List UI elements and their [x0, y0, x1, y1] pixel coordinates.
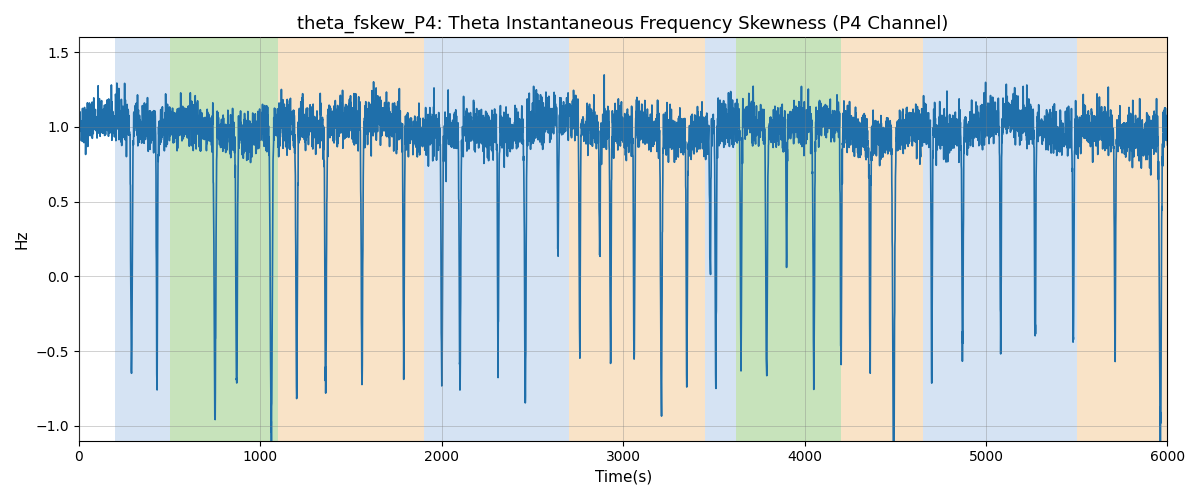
Bar	[736, 38, 841, 440]
Bar	[569, 38, 704, 440]
Bar	[278, 38, 424, 440]
Bar	[923, 38, 1076, 440]
Bar	[169, 38, 278, 440]
Bar	[115, 38, 169, 440]
Title: theta_fskew_P4: Theta Instantaneous Frequency Skewness (P4 Channel): theta_fskew_P4: Theta Instantaneous Freq…	[298, 15, 949, 34]
Bar	[841, 38, 923, 440]
X-axis label: Time(s): Time(s)	[594, 470, 652, 485]
Bar	[424, 38, 569, 440]
Bar	[704, 38, 736, 440]
Bar	[1076, 38, 1168, 440]
Y-axis label: Hz: Hz	[14, 230, 30, 249]
